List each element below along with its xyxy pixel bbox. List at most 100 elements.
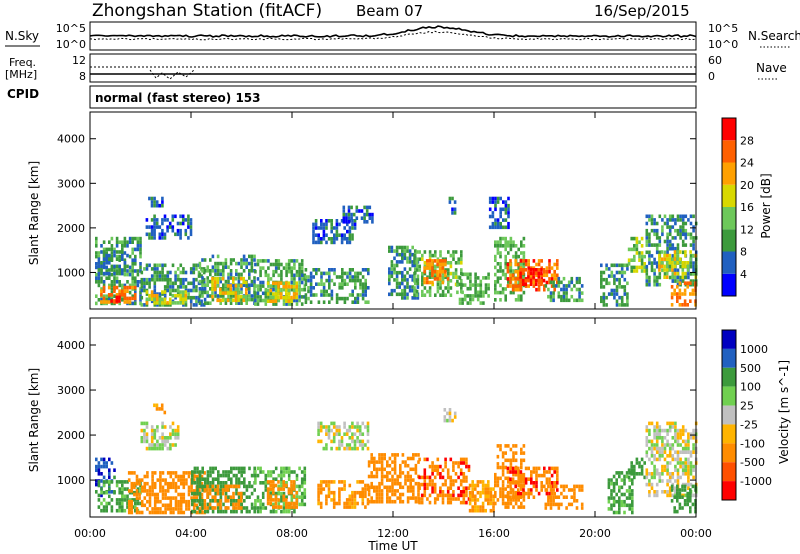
vel-cell <box>547 484 550 489</box>
power-cell <box>161 200 164 204</box>
vel-cell <box>159 507 162 511</box>
power-cell <box>681 303 684 307</box>
vel-cell <box>517 505 520 509</box>
vel-cell <box>467 486 471 490</box>
vel-cell <box>462 486 466 490</box>
vel-cell <box>319 505 323 509</box>
vel-cell <box>166 439 170 444</box>
vel-cell <box>573 491 576 496</box>
vel-cell <box>449 482 453 487</box>
power-cell <box>671 268 674 272</box>
power-cell <box>517 287 520 292</box>
power-cell <box>197 299 201 304</box>
power-cell <box>171 288 175 293</box>
power-cell <box>300 259 304 263</box>
vel-cell <box>462 461 466 465</box>
vel-cell <box>351 494 354 499</box>
velocity-heatmap-cells <box>95 403 698 515</box>
vel-cell <box>237 495 241 499</box>
velocity-colorbar-segment <box>722 481 736 500</box>
vel-cell <box>282 509 286 514</box>
power-cell <box>189 288 193 293</box>
vel-cell <box>580 506 584 510</box>
vel-cell <box>549 484 553 489</box>
power-cell <box>403 285 407 289</box>
vel-cell <box>216 484 220 489</box>
vel-cell <box>623 503 626 508</box>
vel-cell <box>549 499 553 503</box>
power-cell <box>670 285 674 289</box>
vel-cell <box>182 492 186 497</box>
power-cell <box>602 277 606 282</box>
power-cell <box>679 264 682 269</box>
vel-cell <box>351 425 354 429</box>
vel-cell <box>126 480 129 484</box>
vel-cell <box>232 509 236 514</box>
power-cell <box>304 268 308 272</box>
power-cell <box>645 236 649 240</box>
power-cell <box>413 293 416 297</box>
power-cell <box>325 293 328 297</box>
power-cell <box>658 250 662 255</box>
power-cell <box>557 284 561 288</box>
power-cell <box>415 261 419 265</box>
vel-cell <box>459 490 463 494</box>
power-cell <box>553 262 556 267</box>
vel-cell <box>378 453 381 457</box>
vel-cell <box>136 501 140 506</box>
vel-cell <box>256 506 260 510</box>
vel-cell <box>361 501 365 506</box>
vel-cell <box>150 425 154 429</box>
vel-cell <box>570 502 574 507</box>
vel-cell <box>683 502 687 507</box>
power-cell <box>128 265 132 270</box>
power-cell <box>514 284 517 288</box>
power-cell <box>406 245 409 250</box>
power-cell <box>415 257 419 261</box>
power-cell <box>140 270 144 275</box>
power-cell <box>519 284 523 288</box>
power-cell <box>295 281 298 285</box>
power-cell <box>607 267 611 271</box>
vel-cell <box>378 467 381 472</box>
vel-cell <box>345 505 349 509</box>
power-cell <box>184 293 188 298</box>
vel-cell <box>214 488 217 492</box>
power-cell <box>272 295 275 300</box>
power-cell <box>434 293 437 297</box>
vel-cell <box>423 468 427 472</box>
vel-cell <box>201 502 204 507</box>
vel-cell <box>645 436 649 440</box>
power-cell <box>269 277 273 281</box>
vel-cell <box>668 472 672 476</box>
power-cell <box>393 270 396 275</box>
vel-cell <box>264 484 268 489</box>
vel-cell <box>227 477 230 481</box>
power-cell <box>274 299 278 303</box>
power-cell <box>298 280 301 285</box>
power-cell <box>232 276 235 281</box>
vel-cell <box>217 499 220 503</box>
power-cell <box>643 269 646 273</box>
power-cell <box>211 254 215 259</box>
power-cell <box>436 264 440 269</box>
vel-cell <box>319 428 323 433</box>
vel-cell <box>655 436 659 440</box>
power-cell <box>351 233 354 237</box>
power-cell <box>153 200 156 204</box>
vel-cell <box>511 488 515 492</box>
vel-cell <box>623 492 626 497</box>
power-cell <box>431 259 434 263</box>
power-cell <box>398 270 401 275</box>
power-cell <box>367 271 370 276</box>
vel-cell <box>250 491 254 496</box>
power-cell <box>447 286 450 290</box>
vel-cell <box>230 499 233 503</box>
vel-cell <box>164 489 167 493</box>
vel-cell <box>537 491 541 496</box>
power-cell <box>514 259 517 263</box>
power-cell <box>689 254 693 258</box>
power-cell <box>413 261 416 265</box>
power-cell <box>195 299 198 304</box>
vel-cell <box>179 503 183 508</box>
